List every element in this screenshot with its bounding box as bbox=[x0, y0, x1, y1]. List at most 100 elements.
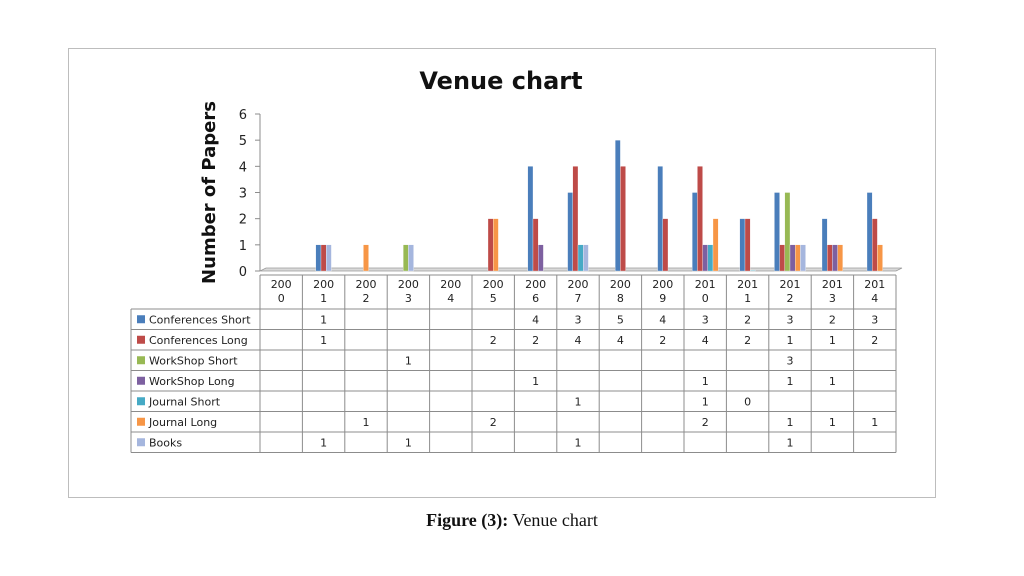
bar-books-2012 bbox=[800, 244, 806, 272]
bar-books-2001 bbox=[326, 244, 332, 272]
bar-conferences-long-2012 bbox=[779, 244, 785, 272]
legend-swatch bbox=[137, 417, 145, 426]
bar-workshop-short-2003 bbox=[403, 244, 409, 272]
y-tick-label: 1 bbox=[239, 239, 247, 254]
bar-journal-long-2013 bbox=[837, 244, 843, 272]
data-label: 1 bbox=[702, 375, 709, 388]
bar-conferences-long-2005 bbox=[487, 218, 494, 272]
bar-journal-long-2010 bbox=[712, 218, 719, 272]
data-label: 1 bbox=[829, 416, 836, 429]
bar-workshop-long-2010 bbox=[702, 244, 708, 272]
x-tick-label: 200 bbox=[271, 278, 292, 291]
data-label: 4 bbox=[659, 313, 666, 326]
bar-conferences-short-2009 bbox=[657, 166, 663, 272]
y-axis-label: Number of Papers bbox=[199, 101, 220, 284]
data-label: 2 bbox=[744, 334, 751, 347]
bar-journal-short-2010 bbox=[707, 244, 714, 272]
bar-conferences-long-2011 bbox=[744, 218, 751, 272]
bar-books-2007 bbox=[583, 244, 589, 272]
bar-journal-long-2005 bbox=[493, 218, 499, 272]
data-label: 2 bbox=[744, 313, 751, 326]
x-tick-label: 200 bbox=[440, 278, 461, 291]
x-tick-label: 2 bbox=[363, 292, 370, 305]
bar-journal-long-2014 bbox=[877, 244, 883, 272]
data-label: 3 bbox=[787, 313, 794, 326]
legend-swatch bbox=[137, 397, 145, 406]
bar-conferences-long-2001 bbox=[320, 244, 327, 272]
data-label: 4 bbox=[617, 334, 624, 347]
data-label: 1 bbox=[532, 375, 539, 388]
x-tick-label: 201 bbox=[780, 278, 801, 291]
x-tick-label: 201 bbox=[737, 278, 758, 291]
x-tick-label: 4 bbox=[447, 292, 454, 305]
x-tick-label: 0 bbox=[278, 292, 285, 305]
legend-swatch bbox=[137, 376, 145, 385]
data-label: 1 bbox=[320, 313, 327, 326]
x-tick-label: 200 bbox=[483, 278, 504, 291]
data-label: 2 bbox=[659, 334, 666, 347]
bar-workshop-short-2012 bbox=[784, 192, 791, 272]
legend-label: Conferences Short bbox=[149, 313, 251, 326]
bar-conferences-short-2011 bbox=[739, 218, 746, 272]
data-label: 4 bbox=[575, 334, 582, 347]
x-tick-label: 201 bbox=[695, 278, 716, 291]
data-label: 1 bbox=[702, 395, 709, 408]
chart-title: Venue chart bbox=[419, 67, 582, 95]
bar-conferences-long-2014 bbox=[872, 218, 878, 272]
data-label: 1 bbox=[405, 436, 412, 449]
x-tick-label: 1 bbox=[320, 292, 327, 305]
bar-journal-short-2011 bbox=[750, 270, 756, 272]
legend-swatch bbox=[137, 315, 145, 324]
legend-label: WorkShop Short bbox=[149, 354, 238, 367]
bar-conferences-long-2009 bbox=[662, 218, 669, 272]
x-tick-label: 8 bbox=[617, 292, 624, 305]
x-tick-label: 3 bbox=[829, 292, 836, 305]
x-tick-label: 3 bbox=[405, 292, 412, 305]
data-label: 1 bbox=[405, 354, 412, 367]
legend-label: Books bbox=[149, 436, 182, 449]
legend-swatch bbox=[137, 356, 145, 365]
x-tick-label: 200 bbox=[652, 278, 673, 291]
legend-label: Conferences Long bbox=[149, 334, 248, 347]
data-label: 2 bbox=[871, 334, 878, 347]
legend-label: Journal Long bbox=[148, 416, 217, 429]
legend-label: WorkShop Long bbox=[149, 375, 235, 388]
x-tick-label: 0 bbox=[702, 292, 709, 305]
data-label: 2 bbox=[490, 334, 497, 347]
y-tick-label: 2 bbox=[239, 213, 247, 228]
y-tick-label: 3 bbox=[239, 187, 247, 202]
bar-conferences-long-2010 bbox=[697, 166, 703, 272]
bar-conferences-long-2008 bbox=[620, 166, 626, 272]
data-label: 4 bbox=[702, 334, 709, 347]
data-label: 1 bbox=[363, 416, 370, 429]
data-label: 4 bbox=[532, 313, 539, 326]
x-tick-label: 7 bbox=[575, 292, 582, 305]
data-label: 3 bbox=[871, 313, 878, 326]
x-tick-label: 4 bbox=[871, 292, 878, 305]
data-label: 3 bbox=[702, 313, 709, 326]
legend-label: Journal Short bbox=[148, 395, 221, 408]
data-label: 1 bbox=[320, 436, 327, 449]
bar-conferences-long-2007 bbox=[572, 166, 579, 272]
data-label: 5 bbox=[617, 313, 624, 326]
y-tick-label: 4 bbox=[239, 160, 247, 175]
bars bbox=[315, 140, 883, 272]
bar-conferences-long-2006 bbox=[532, 218, 539, 272]
data-label: 2 bbox=[490, 416, 497, 429]
bar-conferences-short-2007 bbox=[567, 192, 573, 272]
bar-books-2003 bbox=[408, 244, 414, 272]
data-label: 1 bbox=[829, 375, 836, 388]
x-tick-label: 200 bbox=[568, 278, 589, 291]
x-tick-label: 1 bbox=[744, 292, 751, 305]
bar-conferences-short-2012 bbox=[774, 192, 780, 272]
data-label: 2 bbox=[702, 416, 709, 429]
bar-conferences-short-2010 bbox=[692, 192, 698, 272]
data-label: 1 bbox=[829, 334, 836, 347]
data-label: 0 bbox=[744, 395, 751, 408]
x-tick-label: 200 bbox=[398, 278, 419, 291]
y-tick-label: 0 bbox=[239, 265, 247, 280]
x-tick-label: 200 bbox=[356, 278, 377, 291]
data-label: 1 bbox=[575, 436, 582, 449]
data-label: 1 bbox=[787, 334, 794, 347]
